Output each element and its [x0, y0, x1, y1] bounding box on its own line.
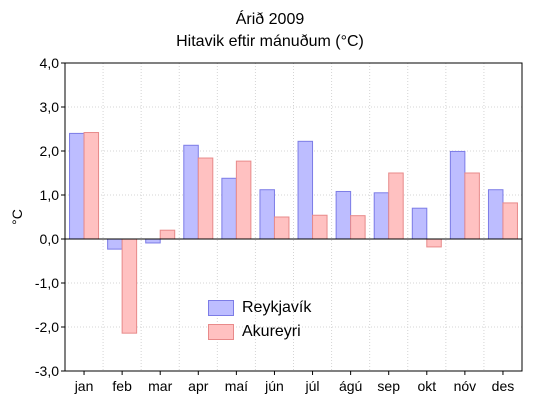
legend-swatch-akureyri: [208, 324, 234, 340]
y-tick-label: -1,0: [35, 275, 59, 291]
bar-reykjavik: [449, 150, 466, 240]
x-tick-label: nóv: [454, 378, 477, 394]
legend-label-reykjavik: Reykjavík: [242, 299, 312, 316]
chart-title: Árið 2009: [235, 11, 305, 28]
x-tick-label: jan: [74, 378, 94, 394]
y-tick-label: 4,0: [40, 55, 60, 71]
bar-reykjavik: [335, 190, 352, 240]
x-tick-label: maí: [225, 378, 248, 394]
y-tick-label: 0,0: [40, 231, 60, 247]
y-tick-label: 2,0: [40, 143, 60, 159]
legend-swatch-reykjavik: [208, 300, 234, 316]
legend-item-reykjavik: Reykjavík: [208, 296, 311, 320]
bar-akureyri: [197, 157, 214, 240]
y-tick-label: -3,0: [35, 363, 59, 379]
x-tick-label: jún: [264, 378, 284, 394]
bar-akureyri: [388, 172, 404, 240]
bar-akureyri: [502, 202, 518, 240]
bar-reykjavik: [411, 207, 428, 240]
bar-reykjavik: [373, 192, 390, 240]
y-tick-label: 3,0: [40, 99, 60, 115]
bar-akureyri: [235, 160, 252, 240]
chart-subtitle: Hitavik eftir mánuðum (°C): [176, 33, 364, 50]
bar-akureyri: [464, 172, 480, 240]
bar-akureyri: [350, 215, 366, 240]
x-tick-label: mar: [148, 378, 172, 394]
bar-akureyri: [426, 238, 442, 248]
x-tick-label: feb: [112, 378, 132, 394]
legend-label-akureyri: Akureyri: [242, 323, 301, 340]
bar-akureyri: [83, 132, 100, 240]
y-axis-label: °C: [9, 209, 25, 225]
bar-reykjavik: [107, 238, 123, 250]
bar-reykjavik: [221, 177, 237, 240]
chart-legend: Reykjavík Akureyri: [208, 296, 311, 344]
bar-akureyri: [312, 214, 328, 240]
x-tick-label: ágú: [339, 378, 362, 394]
x-tick-label: apr: [188, 378, 209, 394]
y-tick-label: -2,0: [35, 319, 59, 335]
bar-reykjavik: [259, 189, 275, 240]
bar-reykjavik: [487, 189, 504, 240]
bar-reykjavik: [145, 238, 161, 244]
bar-akureyri: [121, 238, 138, 334]
x-tick-label: sep: [377, 378, 400, 394]
x-tick-label: des: [492, 378, 515, 394]
bar-akureyri: [273, 216, 290, 240]
plot-frame: [64, 62, 523, 372]
bar-reykjavik: [69, 132, 85, 240]
bar-akureyri: [159, 229, 176, 240]
x-tick-label: okt: [417, 378, 436, 394]
x-tick-label: júl: [305, 378, 320, 394]
bar-reykjavik: [297, 140, 314, 240]
bar-reykjavik: [183, 144, 199, 240]
legend-item-akureyri: Akureyri: [208, 320, 311, 344]
y-tick-label: 1,0: [40, 187, 60, 203]
